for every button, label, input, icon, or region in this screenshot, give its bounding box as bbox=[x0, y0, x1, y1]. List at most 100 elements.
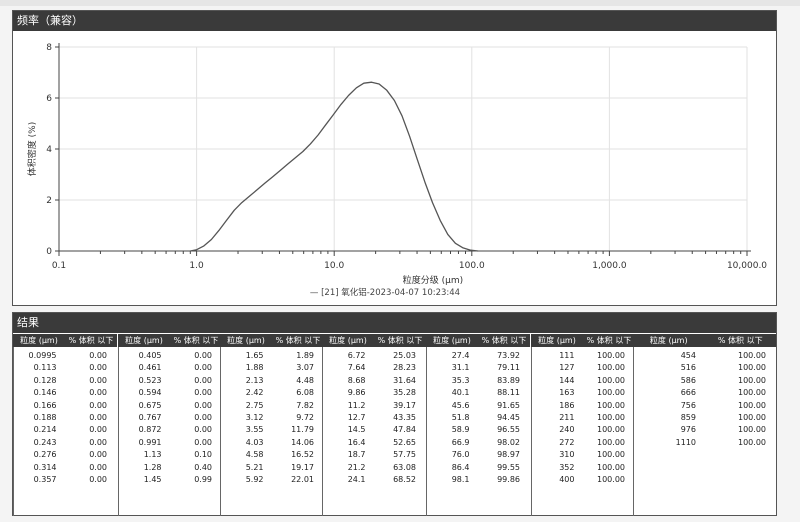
table-row: 111 100.00 bbox=[532, 350, 635, 362]
size-value: 0.113 bbox=[33, 363, 57, 373]
percent-value: 0.00 bbox=[89, 462, 107, 472]
size-value: 111 bbox=[559, 351, 575, 360]
size-value: 4.58 bbox=[245, 450, 264, 460]
size-value: 0.523 bbox=[138, 375, 162, 385]
table-row: 35.3 83.89 bbox=[427, 375, 530, 387]
percent-value: 79.11 bbox=[497, 363, 520, 373]
percent-value: 11.79 bbox=[291, 425, 314, 435]
percent-value: 73.92 bbox=[497, 351, 520, 360]
percent-value: 31.64 bbox=[393, 375, 416, 385]
results-column-header: 粒度 (μm) % 体积 以下 bbox=[220, 334, 324, 347]
table-row: 58.9 96.55 bbox=[427, 424, 530, 436]
size-value: 1.13 bbox=[143, 450, 162, 460]
table-row: 186 100.00 bbox=[532, 400, 635, 412]
table-row: 1110 100.00 bbox=[634, 437, 776, 449]
size-value: 272 bbox=[559, 437, 575, 447]
results-column-body: 1.65 1.89 1.88 3.07 2.13 4.48 2.42 6.08 2.75 7.82… bbox=[220, 347, 324, 516]
size-value: 1.65 bbox=[245, 351, 264, 360]
results-column-2: 粒度 (μm) % 体积 以下 0.405 0.00 0.461 0.00 0.523 0.0… bbox=[118, 334, 222, 516]
table-row: 2.75 7.82 bbox=[221, 400, 324, 412]
size-value: 0.594 bbox=[138, 388, 162, 398]
percent-value: 0.00 bbox=[194, 375, 212, 385]
percent-value: 0.00 bbox=[89, 375, 107, 385]
percent-value: 47.84 bbox=[393, 425, 416, 435]
table-row: 66.9 98.02 bbox=[427, 437, 530, 449]
percent-value: 39.17 bbox=[393, 400, 416, 410]
percent-value: 0.00 bbox=[194, 412, 212, 422]
table-row: 0.166 0.00 bbox=[14, 400, 117, 412]
percent-value: 22.01 bbox=[291, 474, 314, 484]
table-row: 0.594 0.00 bbox=[119, 387, 222, 399]
size-header: 粒度 (μm) bbox=[329, 336, 367, 345]
size-value: 5.21 bbox=[245, 462, 264, 472]
y-axis-label: 体积密度 (%) bbox=[26, 122, 38, 176]
percent-value: 99.55 bbox=[497, 462, 520, 472]
size-value: 0.0995 bbox=[28, 351, 57, 360]
size-value: 0.357 bbox=[33, 474, 57, 484]
table-row: 0.523 0.00 bbox=[119, 375, 222, 387]
table-row: 98.1 99.86 bbox=[427, 474, 530, 486]
percent-value: 100.00 bbox=[597, 400, 625, 410]
percent-value: 0.00 bbox=[89, 388, 107, 398]
percent-value: 100.00 bbox=[597, 375, 625, 385]
percent-value: 3.07 bbox=[296, 363, 314, 373]
percent-value: 4.48 bbox=[296, 375, 314, 385]
table-row: 0.276 0.00 bbox=[14, 449, 117, 461]
percent-value: 0.40 bbox=[194, 462, 212, 472]
size-value: 58.9 bbox=[451, 425, 470, 435]
percent-value: 0.00 bbox=[89, 425, 107, 435]
legend-entry: — [21] 氧化铝-2023-04-07 10:23:44 bbox=[310, 287, 460, 298]
percent-value: 0.00 bbox=[89, 450, 107, 460]
table-row: 0.461 0.00 bbox=[119, 362, 222, 374]
size-value: 0.872 bbox=[138, 425, 162, 435]
y-tick-label: 4 bbox=[46, 145, 52, 155]
table-row: 0.872 0.00 bbox=[119, 424, 222, 436]
percent-value: 88.11 bbox=[497, 388, 520, 398]
size-value: 4.03 bbox=[245, 437, 264, 447]
table-row: 756 100.00 bbox=[634, 400, 776, 412]
percent-value: 100.00 bbox=[738, 375, 766, 385]
size-value: 35.3 bbox=[451, 375, 470, 385]
percent-value: 0.00 bbox=[194, 425, 212, 435]
size-value: 400 bbox=[559, 474, 575, 484]
size-value: 2.13 bbox=[245, 375, 264, 385]
table-row: 51.8 94.45 bbox=[427, 412, 530, 424]
table-row: 8.68 31.64 bbox=[323, 375, 426, 387]
size-value: 86.4 bbox=[451, 462, 470, 472]
y-tick-label: 2 bbox=[46, 196, 52, 206]
size-value: 0.146 bbox=[33, 388, 57, 398]
percent-value: 0.99 bbox=[194, 474, 212, 484]
size-value: 0.314 bbox=[33, 462, 57, 472]
size-value: 1.28 bbox=[143, 462, 162, 472]
size-value: 211 bbox=[559, 412, 575, 422]
percent-value: 6.08 bbox=[296, 388, 314, 398]
percent-value: 99.86 bbox=[497, 474, 520, 484]
table-row: 310 100.00 bbox=[532, 449, 635, 461]
percent-value: 7.82 bbox=[296, 400, 314, 410]
results-panel: 结果 粒度 (μm)% 体积 以下 0.0995 0.00 0.113 0.00 0.12… bbox=[12, 312, 777, 516]
size-value: 31.1 bbox=[451, 363, 470, 373]
size-value: 51.8 bbox=[451, 412, 470, 422]
table-row: 1.28 0.40 bbox=[119, 462, 222, 474]
size-value: 40.1 bbox=[451, 388, 470, 398]
size-value: 756 bbox=[680, 400, 696, 410]
table-row: 0.314 0.00 bbox=[14, 462, 117, 474]
percent-value: 63.08 bbox=[393, 462, 416, 472]
results-panel-title: 结果 bbox=[13, 313, 776, 333]
table-row: 0.128 0.00 bbox=[14, 375, 117, 387]
percent-value: 0.00 bbox=[194, 363, 212, 373]
percent-value: 52.65 bbox=[393, 437, 416, 447]
percent-value: 68.52 bbox=[393, 474, 416, 484]
results-column-body: 0.405 0.00 0.461 0.00 0.523 0.00 0.594 0.00 0.67… bbox=[118, 347, 222, 516]
size-value: 186 bbox=[559, 400, 575, 410]
x-tick-label: 1.0 bbox=[189, 261, 204, 271]
size-value: 5.92 bbox=[245, 474, 264, 484]
size-value: 0.675 bbox=[138, 400, 162, 410]
percent-header: % 体积 以下 bbox=[717, 336, 763, 345]
table-row: 0.113 0.00 bbox=[14, 362, 117, 374]
page-top-edge bbox=[0, 0, 800, 6]
table-row: 2.13 4.48 bbox=[221, 375, 324, 387]
percent-value: 100.00 bbox=[738, 400, 766, 410]
percent-value: 100.00 bbox=[597, 474, 625, 484]
size-value: 16.4 bbox=[347, 437, 366, 447]
